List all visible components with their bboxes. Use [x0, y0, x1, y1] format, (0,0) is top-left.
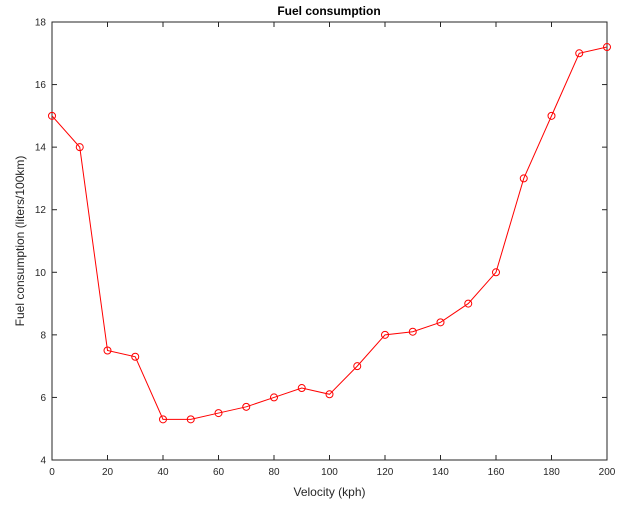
data-point	[159, 415, 167, 424]
data-point	[547, 111, 556, 120]
data-point	[464, 299, 473, 308]
x-axis: 0 20 40 60 80 100 120 140 160 180 200	[49, 22, 616, 478]
y-tick-label: 18	[35, 18, 47, 29]
data-point	[325, 390, 334, 399]
y-axis: 4 6 8 10 12 14 16 18	[35, 18, 607, 467]
data-point	[575, 49, 584, 58]
data-point	[75, 143, 84, 152]
y-tick-label: 16	[35, 80, 47, 91]
data-point	[519, 174, 528, 183]
x-tick-label: 40	[157, 467, 169, 478]
data-point	[297, 384, 306, 393]
y-tick-label: 6	[40, 393, 46, 404]
x-tick-label: 20	[102, 467, 114, 478]
y-tick-label: 12	[35, 205, 47, 216]
plot-area: 0 20 40 60 80 100 120 140 160 180 200 4 6 8 10 12 14 16 1…	[35, 18, 616, 479]
x-axis-label: Velocity (kph)	[293, 485, 365, 499]
data-point	[270, 393, 278, 402]
data-point	[436, 318, 445, 327]
x-tick-label: 120	[377, 467, 394, 478]
data-point	[381, 330, 389, 339]
x-tick-label: 60	[213, 467, 225, 478]
data-point	[242, 402, 251, 411]
data-point	[492, 268, 500, 277]
y-tick-label: 14	[35, 143, 47, 154]
series-layer	[48, 43, 611, 424]
x-tick-label: 80	[268, 467, 280, 478]
data-point	[103, 346, 112, 355]
series-line	[51, 46, 608, 420]
y-axis-label: Fuel consumption (liters/100km)	[13, 156, 27, 327]
x-tick-label: 200	[599, 467, 616, 478]
data-point	[603, 43, 611, 52]
y-tick-label: 10	[35, 268, 47, 279]
x-tick-label: 160	[488, 467, 505, 478]
data-point	[186, 415, 195, 424]
x-tick-label: 100	[321, 467, 338, 478]
data-point	[408, 327, 417, 336]
data-point	[48, 111, 56, 120]
y-tick-label: 8	[40, 330, 46, 341]
x-tick-label: 0	[49, 467, 55, 478]
data-point	[353, 362, 362, 371]
x-tick-label: 140	[432, 467, 449, 478]
data-point	[131, 352, 140, 361]
chart-title: Fuel consumption	[277, 4, 380, 18]
y-tick-label: 4	[40, 456, 46, 467]
data-point	[214, 409, 223, 418]
x-tick-label: 180	[543, 467, 560, 478]
